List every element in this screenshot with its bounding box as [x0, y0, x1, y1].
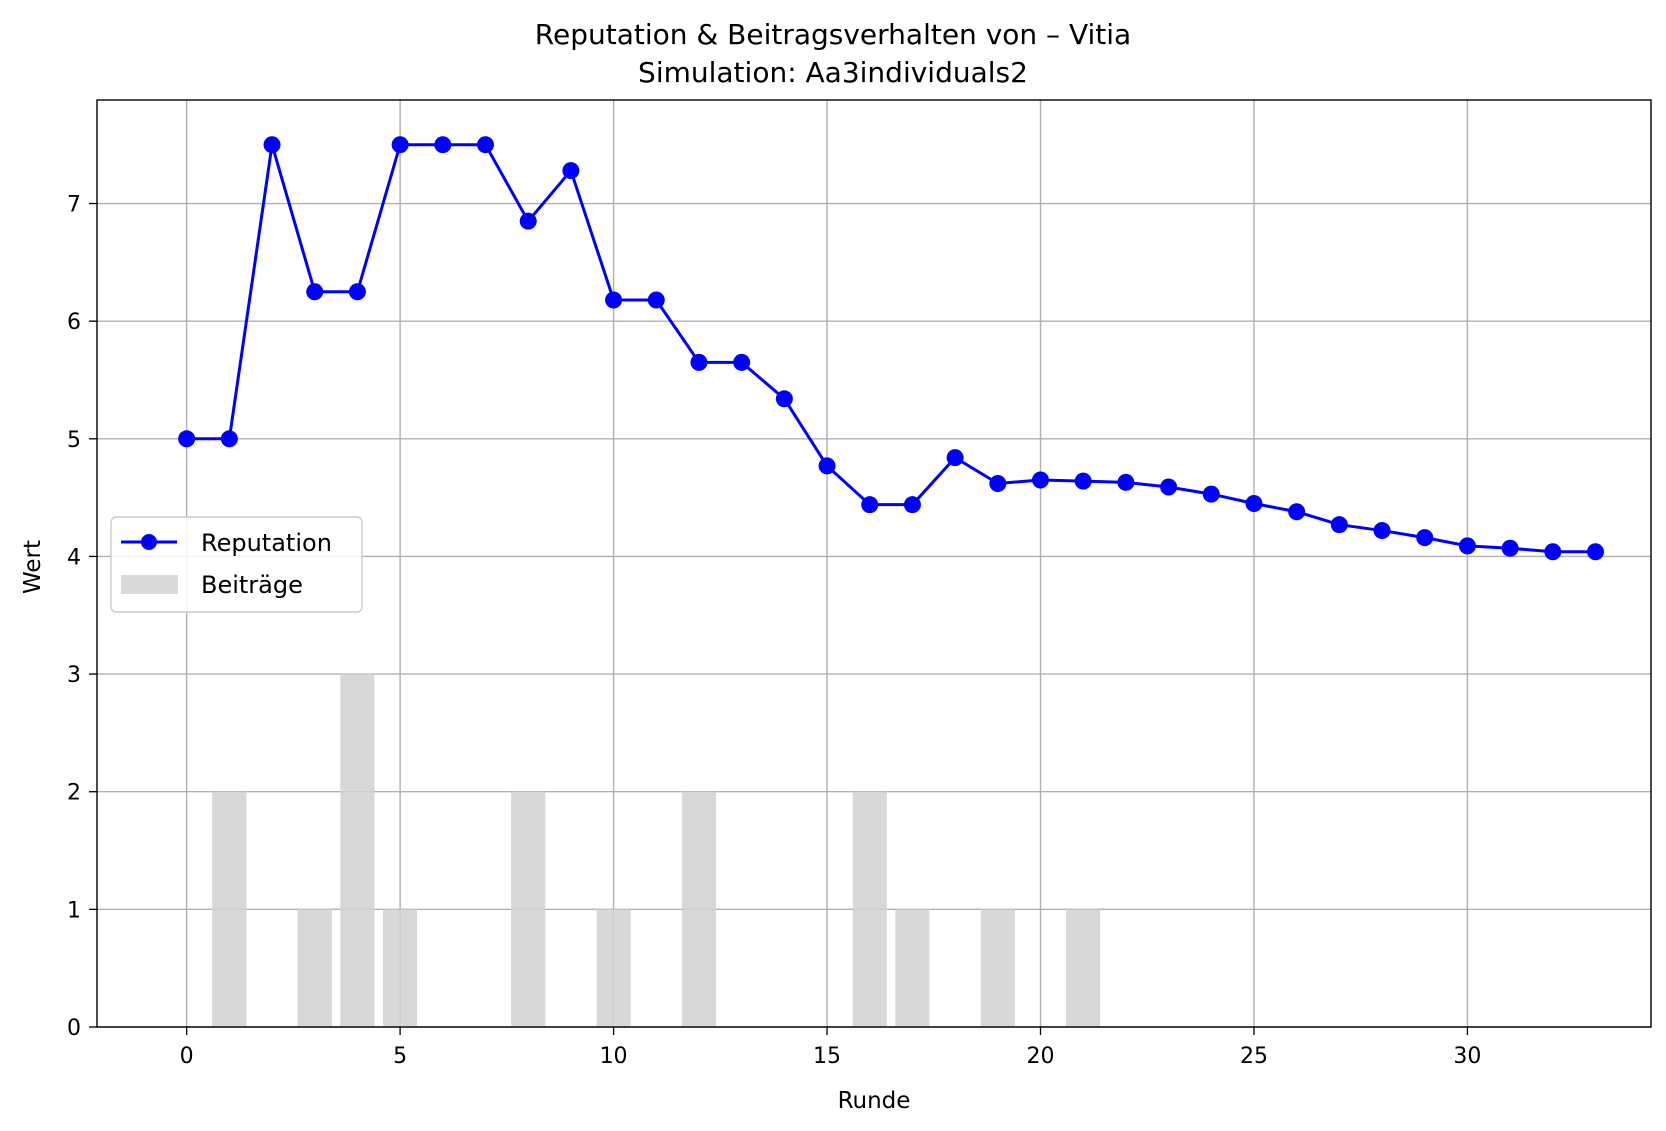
bar — [1066, 909, 1101, 1027]
reputation-point — [1458, 537, 1476, 555]
x-axis-label: Runde — [838, 1088, 911, 1114]
reputation-point — [562, 162, 580, 180]
reputation-point — [1587, 543, 1604, 561]
bar — [340, 674, 375, 1027]
x-tick-label: 30 — [1453, 1044, 1481, 1069]
reputation-point — [434, 136, 452, 154]
y-axis-label: Wert — [20, 540, 46, 594]
reputation-point — [1288, 503, 1306, 521]
legend-reputation-marker — [141, 534, 157, 550]
plot-frame — [96, 99, 1652, 1028]
chart-title: Reputation & Beitragsverhalten von – Vit… — [535, 18, 1131, 51]
reputation-point — [1544, 543, 1562, 561]
y-tick-label: 7 — [67, 193, 81, 218]
x-tick-label: 10 — [600, 1044, 628, 1069]
bar — [511, 791, 546, 1027]
reputation-point — [477, 136, 494, 154]
bar — [383, 909, 418, 1027]
bar — [596, 909, 631, 1027]
reputation-point — [1416, 529, 1434, 547]
reputation-point — [1330, 516, 1348, 534]
reputation-point — [775, 390, 793, 408]
bar — [980, 909, 1015, 1027]
reputation-point — [391, 136, 409, 154]
reputation-point — [989, 475, 1007, 493]
line-series-reputation — [178, 136, 1604, 561]
reputation-point — [1074, 472, 1092, 490]
x-tick-label: 0 — [180, 1044, 194, 1069]
legend-beitraege-swatch — [121, 575, 178, 594]
reputation-point — [946, 449, 964, 467]
reputation-point — [1373, 522, 1391, 540]
x-tick-label: 5 — [393, 1044, 407, 1069]
chart-subtitle: Simulation: Aa3individuals2 — [638, 56, 1028, 89]
legend-reputation-label: Reputation — [201, 529, 332, 557]
axes: 0 5 10 15 20 25 30 0 1 2 3 4 5 6 7 — [67, 99, 1652, 1069]
reputation-point — [861, 496, 879, 514]
y-tick-label: 0 — [67, 1016, 81, 1041]
reputation-point — [1501, 539, 1519, 557]
reputation-point — [733, 353, 751, 371]
reputation-point — [818, 457, 836, 475]
reputation-point — [647, 291, 665, 309]
y-tick-label: 5 — [67, 428, 81, 453]
reputation-line — [186, 143, 1596, 554]
reputation-point — [519, 212, 537, 230]
reputation-point — [1117, 473, 1135, 491]
bar — [852, 791, 887, 1027]
reputation-point — [1245, 495, 1263, 513]
x-tick-label: 25 — [1240, 1044, 1268, 1069]
x-tick-label: 15 — [813, 1044, 841, 1069]
reputation-point — [690, 353, 708, 371]
bar — [681, 791, 717, 1027]
y-tick-label: 4 — [67, 545, 81, 570]
reputation-point — [1202, 485, 1220, 503]
reputation-point — [1160, 478, 1178, 496]
reputation-point — [1032, 471, 1049, 489]
legend-beitraege-label: Beiträge — [201, 571, 303, 599]
reputation-point — [263, 136, 281, 154]
reputation-point — [178, 430, 196, 448]
bar — [895, 909, 930, 1027]
reputation-point — [903, 496, 921, 514]
legend: Reputation Beiträge — [110, 516, 363, 613]
reputation-point — [605, 291, 623, 309]
reputation-point — [220, 430, 238, 448]
y-tick-label: 2 — [67, 781, 81, 806]
bar-series-beitraege — [212, 674, 1101, 1027]
y-tick-label: 6 — [67, 310, 81, 335]
reputation-point — [306, 283, 324, 301]
y-tick-label: 3 — [67, 663, 81, 688]
y-tick-label: 1 — [67, 898, 81, 923]
reputation-point — [348, 283, 366, 301]
bar — [297, 909, 332, 1027]
x-tick-label: 20 — [1027, 1044, 1055, 1069]
bar — [212, 791, 247, 1027]
